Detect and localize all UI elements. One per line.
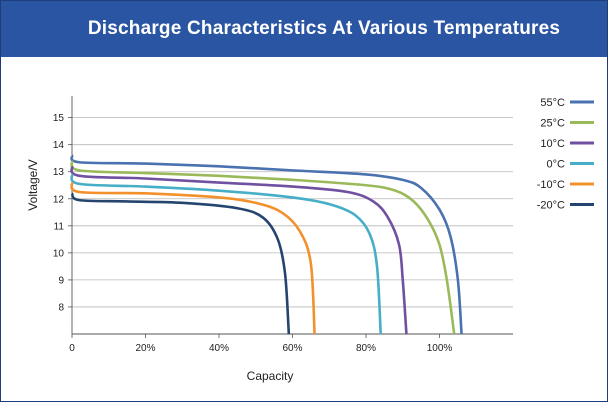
y-tick-label: 10	[53, 248, 65, 259]
x-tick-label: 80%	[356, 343, 376, 354]
x-axis-label: Capacity	[247, 369, 294, 383]
legend-label: 10°C	[540, 138, 565, 150]
x-tick-label: 0	[69, 343, 75, 354]
series-line	[70, 173, 382, 335]
y-tick-label: 9	[58, 275, 64, 286]
series-line	[70, 160, 456, 335]
x-tick-label: 100%	[427, 343, 453, 354]
legend-label: 0°C	[547, 159, 566, 171]
y-tick-label: 14	[53, 140, 65, 151]
legend-label: -20°C	[537, 200, 565, 212]
series-line	[70, 165, 408, 335]
series-line	[70, 181, 316, 335]
y-tick-label: 8	[58, 302, 64, 313]
axes	[68, 96, 513, 338]
x-tick-label: 20%	[135, 343, 155, 354]
y-tick-label: 13	[53, 167, 65, 178]
legend-label: -10°C	[537, 179, 565, 191]
series-line	[70, 192, 291, 335]
legend-label: 25°C	[540, 118, 565, 130]
y-axis-label: Voltage/V	[26, 159, 40, 210]
chart-title: Discharge Characteristics At Various Tem…	[87, 18, 561, 39]
x-tick-label: 40%	[209, 343, 229, 354]
y-tick-label: 11	[54, 221, 65, 232]
series-line	[70, 154, 463, 335]
title-bar: Discharge Characteristics At Various Tem…	[1, 1, 607, 57]
y-tick-labels: 8 9 10 11 12 13 14 15	[53, 113, 65, 313]
legend: 55°C 25°C 10°C 0°C -10°C -20°C	[537, 97, 594, 212]
y-tick-label: 15	[53, 113, 65, 124]
y-tick-label: 12	[53, 194, 65, 205]
x-tick-labels: 0 20% 40% 60% 80% 100%	[69, 343, 452, 354]
x-tick-label: 60%	[282, 343, 302, 354]
grid-lines	[72, 117, 513, 308]
legend-label: 55°C	[540, 97, 565, 109]
series-lines	[70, 154, 463, 335]
